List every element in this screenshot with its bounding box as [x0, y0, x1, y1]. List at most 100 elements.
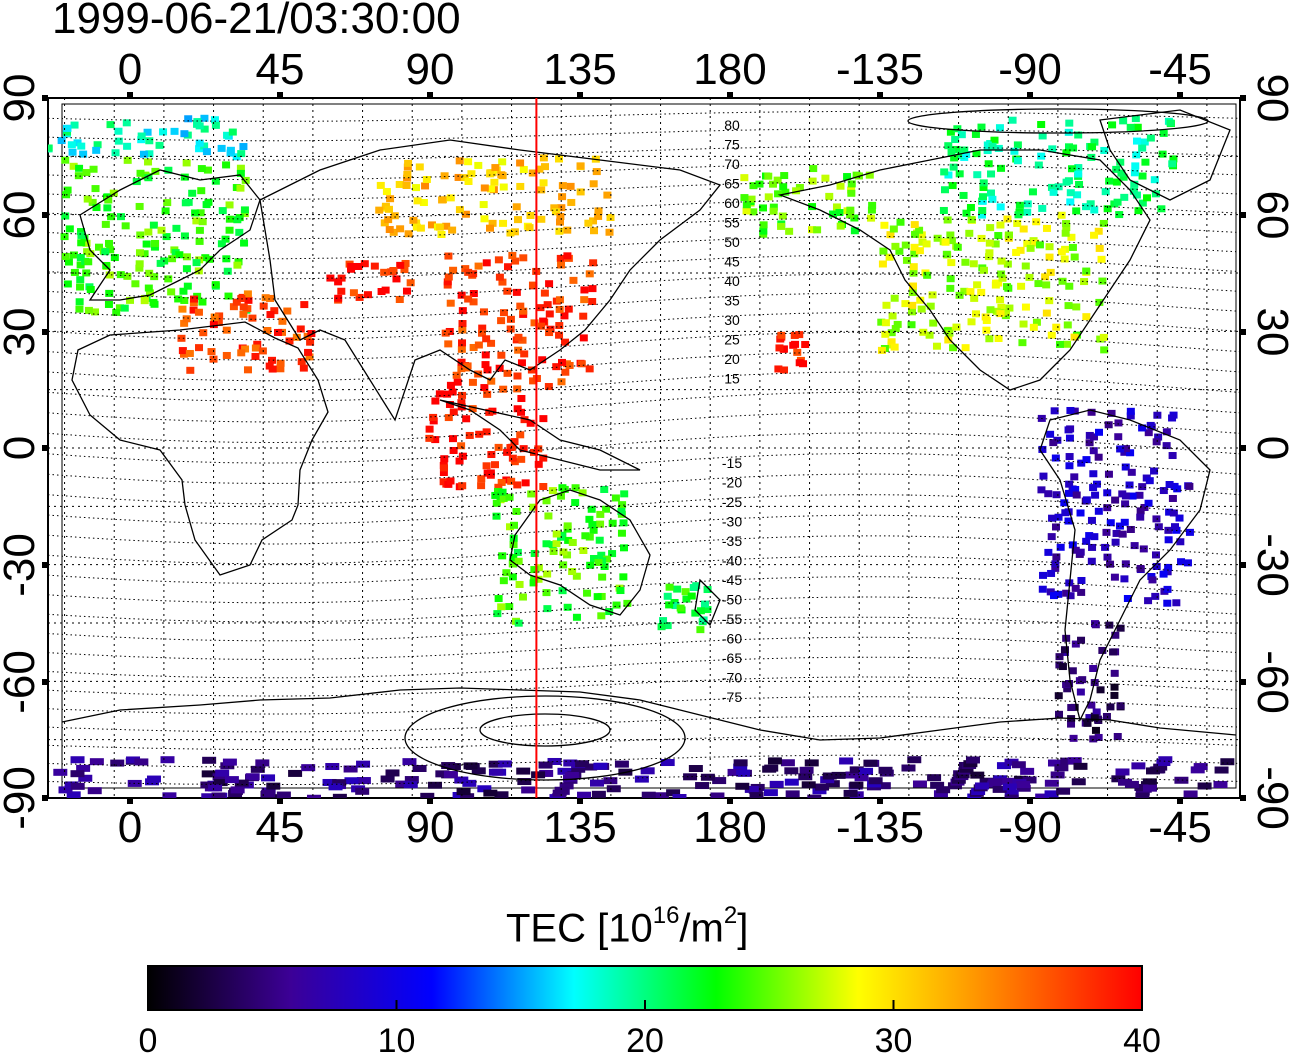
- tec-point: [579, 334, 588, 342]
- tec-point: [304, 348, 313, 356]
- tec-point: [199, 329, 208, 337]
- tec-point: [1072, 303, 1081, 311]
- tec-point: [886, 231, 895, 239]
- magnetic-contour: [48, 199, 1240, 220]
- tec-point: [63, 186, 72, 194]
- coastline-europe: [79, 169, 261, 301]
- tec-point: [157, 226, 166, 234]
- tec-point: [1082, 203, 1091, 211]
- tec-point: [996, 203, 1005, 211]
- magnetic-contour: [48, 636, 1240, 660]
- tec-point: [63, 124, 72, 132]
- tec-point: [382, 188, 391, 196]
- tec-point: [182, 159, 191, 167]
- tec-point: [1082, 267, 1091, 275]
- tec-point: [1146, 421, 1155, 429]
- tec-point: [482, 462, 491, 470]
- tec-point: [1129, 187, 1138, 195]
- tec-point: [552, 540, 561, 548]
- tec-point: [1047, 569, 1056, 577]
- tec-point: [454, 173, 463, 181]
- tec-point: [943, 216, 952, 224]
- tec-point: [494, 595, 503, 603]
- x-tick-label-bottom: -90: [998, 803, 1062, 852]
- tec-point: [1133, 137, 1142, 145]
- tec-point: [75, 164, 84, 172]
- tec-point: [909, 263, 918, 271]
- tec-point: [595, 536, 604, 544]
- tec-point: [1090, 714, 1099, 722]
- tec-point: [202, 148, 211, 156]
- tec-point: [597, 592, 606, 600]
- tec-point: [600, 563, 609, 570]
- tec-point: [539, 415, 548, 423]
- y-tick-label-right: -60: [1248, 650, 1292, 714]
- tec-point: [676, 604, 685, 612]
- tec-point: [1104, 470, 1113, 478]
- tec-point: [534, 460, 543, 468]
- tec-point: [202, 756, 217, 764]
- tec-point: [145, 269, 154, 277]
- tec-point: [945, 329, 954, 337]
- tec-point: [977, 288, 986, 296]
- tec-point: [1052, 523, 1061, 531]
- tec-point: [742, 207, 751, 215]
- tec-point: [159, 128, 168, 136]
- tec-point: [1056, 787, 1071, 795]
- tec-point: [1044, 548, 1053, 556]
- tec-point: [514, 557, 523, 565]
- tec-point: [494, 256, 503, 264]
- tec-point: [985, 253, 994, 261]
- tec-point: [492, 512, 501, 520]
- tec-point: [602, 555, 611, 563]
- tec-point: [859, 767, 874, 775]
- tec-point: [211, 792, 226, 798]
- tec-point: [259, 302, 268, 310]
- tec-point: [585, 270, 594, 278]
- tec-point: [137, 132, 146, 140]
- tec-point: [61, 212, 70, 220]
- tec-point: [764, 172, 773, 180]
- tec-point: [953, 243, 962, 251]
- tec-point: [1062, 220, 1071, 228]
- south-pole-contour-outer: [404, 695, 686, 781]
- tec-point: [517, 408, 526, 416]
- tec-point: [947, 782, 962, 790]
- magnetic-contour: [48, 535, 1240, 565]
- tec-point: [703, 586, 712, 594]
- tec-point: [1103, 205, 1112, 213]
- tec-point: [617, 508, 626, 516]
- x-tick-label-bottom: 0: [118, 803, 142, 852]
- tec-point: [179, 350, 188, 358]
- tec-point: [683, 773, 698, 781]
- tec-point: [1145, 767, 1160, 775]
- tec-point: [462, 779, 477, 787]
- tec-point: [1220, 758, 1235, 766]
- tec-point: [917, 231, 926, 239]
- tec-point: [1162, 442, 1171, 450]
- coastline-australia: [509, 489, 651, 616]
- tec-point: [614, 760, 629, 768]
- tec-point: [593, 593, 602, 601]
- coastline-africa: [71, 321, 329, 576]
- tec-point: [474, 262, 483, 270]
- tec-point: [448, 388, 457, 396]
- tec-point: [769, 207, 778, 215]
- tec-point: [195, 344, 204, 352]
- tec-point: [764, 193, 773, 201]
- tec-point: [809, 165, 818, 173]
- tec-point: [1050, 407, 1059, 415]
- tec-point: [1134, 783, 1149, 791]
- tec-point: [182, 265, 191, 273]
- tec-point: [868, 201, 877, 209]
- tec-point: [1159, 129, 1168, 137]
- tec-point: [186, 366, 195, 374]
- tec-point: [497, 603, 506, 611]
- tec-point: [1082, 537, 1091, 545]
- tec-point: [801, 341, 810, 349]
- tec-point: [1005, 304, 1014, 312]
- tec-point: [236, 169, 245, 177]
- tec-point: [807, 794, 822, 798]
- tec-point: [1111, 538, 1120, 546]
- tec-point: [912, 780, 927, 788]
